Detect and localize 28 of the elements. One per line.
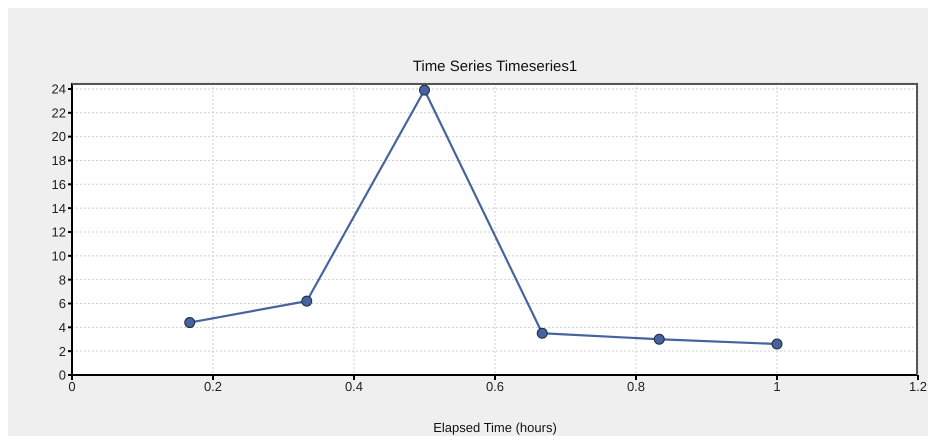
x-axis-title: Elapsed Time (hours) <box>433 420 557 435</box>
point <box>536 328 548 339</box>
y-tick-label: 8 <box>58 272 66 288</box>
point <box>419 84 430 96</box>
point <box>654 334 665 345</box>
y-tick-label: 24 <box>52 82 66 97</box>
y-tick-label: 14 <box>52 200 66 216</box>
y-tick-label: 16 <box>52 176 66 192</box>
x-tick-label: 1.2 <box>908 379 928 394</box>
x-tick-label: 0.2 <box>204 379 222 394</box>
x-tick-label: 1 <box>773 379 781 394</box>
y-tick-label: 22 <box>52 105 66 120</box>
x-tick-label: 0.6 <box>486 379 504 394</box>
y-tick-label: 6 <box>58 296 66 312</box>
y-tick-label: 2 <box>58 344 66 359</box>
y-tick-label: 4 <box>58 320 66 335</box>
y-tick-label: 20 <box>52 129 66 144</box>
point <box>772 338 782 350</box>
x-tick-label: 0.8 <box>626 379 646 394</box>
x-tick-label: 0.4 <box>344 379 364 394</box>
y-tick-label: 12 <box>52 224 66 240</box>
y-tick-label: 0 <box>58 368 66 383</box>
y-tick-label: 18 <box>52 153 66 168</box>
point <box>184 317 196 328</box>
y-tick-label: 10 <box>52 248 66 264</box>
x-tick-label: 0 <box>68 379 76 394</box>
chart-title: Time Series Timeseries1 <box>412 58 578 75</box>
point <box>301 296 312 307</box>
